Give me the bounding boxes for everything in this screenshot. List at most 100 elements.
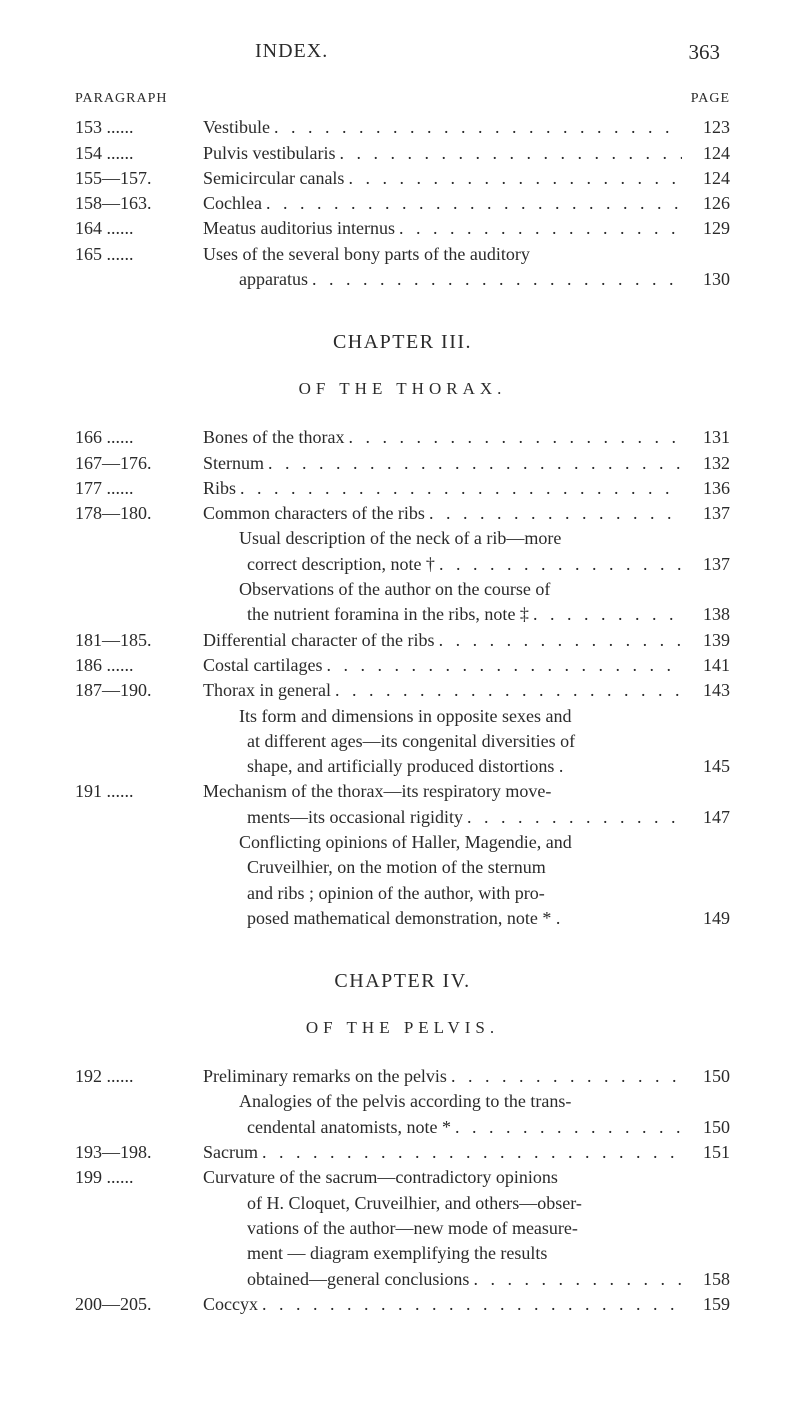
index-entry-continuation: .ments—its occasional rigidity. . . . . … bbox=[75, 805, 730, 829]
leader-dots: . . . . . . . . . . . . . . . . . . . . … bbox=[312, 267, 682, 291]
entry-text: Analogies of the pelvis according to the… bbox=[239, 1089, 571, 1113]
entry-page: 126 bbox=[686, 191, 730, 215]
paragraph-ref: 181—185. bbox=[75, 628, 203, 652]
index-entry: 193—198.Sacrum. . . . . . . . . . . . . … bbox=[75, 1140, 730, 1164]
leader-dots: . . . . . . . . . . . . . . . . . . . . … bbox=[268, 451, 682, 475]
entry-page: 151 bbox=[686, 1140, 730, 1164]
entry-text: Its form and dimensions in opposite sexe… bbox=[239, 704, 571, 728]
entry-page: 129 bbox=[686, 216, 730, 240]
index-entry: 154 ...... Pulvis vestibularis. . . . . … bbox=[75, 141, 730, 165]
index-entry-continuation: .the nutrient foramina in the ribs, note… bbox=[75, 602, 730, 626]
paragraph-ref: 177 ...... bbox=[75, 476, 203, 500]
header-page-number: 363 bbox=[689, 38, 721, 66]
paragraph-ref: 155—157. bbox=[75, 166, 203, 190]
chapter-3-subtitle: OF THE THORAX. bbox=[75, 378, 730, 401]
index-entry: 178—180.Common characters of the ribs. .… bbox=[75, 501, 730, 525]
entry-text: Costal cartilages bbox=[203, 653, 322, 677]
leader-dots: . . . . . . . . . . . . . . . . . . . . … bbox=[274, 115, 682, 139]
paragraph-ref: 192 ...... bbox=[75, 1064, 203, 1088]
chapter-3-title: CHAPTER III. bbox=[75, 329, 730, 356]
entry-page: 150 bbox=[686, 1115, 730, 1139]
entry-text: Curvature of the sacrum—contradictory op… bbox=[203, 1165, 558, 1189]
entry-text: Semicircular canals bbox=[203, 166, 344, 190]
index-entry-continuation: .cendental anatomists, note *. . . . . .… bbox=[75, 1115, 730, 1139]
entry-page: 141 bbox=[686, 653, 730, 677]
leader-dots: . . . . . . . . . . . . . . . . . . . . … bbox=[262, 1140, 682, 1164]
entry-page: 137 bbox=[686, 552, 730, 576]
leader-dots: . . . . . . . . . . . . . . . . . . . . … bbox=[429, 501, 682, 525]
index-entry: 167—176.Sternum. . . . . . . . . . . . .… bbox=[75, 451, 730, 475]
entry-text: Pulvis vestibularis bbox=[203, 141, 336, 165]
entry-page: 132 bbox=[686, 451, 730, 475]
leader-dots: . . . . . . . . . . . . . . . . . . . . … bbox=[340, 141, 682, 165]
entry-text: Meatus auditorius internus bbox=[203, 216, 395, 240]
header-title: INDEX. bbox=[255, 38, 328, 66]
entry-text: Cochlea bbox=[203, 191, 262, 215]
entry-text: Mechanism of the thorax—its respiratory … bbox=[203, 779, 551, 803]
entry-text: Observations of the author on the course… bbox=[239, 577, 550, 601]
index-entry-continuation: .vations of the author—new mode of measu… bbox=[75, 1216, 730, 1240]
index-entry-continuation: .Conflicting opinions of Haller, Magendi… bbox=[75, 830, 730, 854]
leader-dots: . . . . . . . . . . . . . . . . . . . . … bbox=[451, 1064, 682, 1088]
leader-dots: . . . . . . . . . . . . . . . . . . . . … bbox=[439, 628, 682, 652]
entry-text: Common characters of the ribs bbox=[203, 501, 425, 525]
index-entry-continuation: .Observations of the author on the cours… bbox=[75, 577, 730, 601]
index-entry-continuation: . apparatus. . . . . . . . . . . . . . .… bbox=[75, 267, 730, 291]
entry-text: at different ages—its congenital diversi… bbox=[247, 729, 575, 753]
index-entry-continuation: .of H. Cloquet, Cruveilhier, and others—… bbox=[75, 1191, 730, 1215]
entry-text: Coccyx bbox=[203, 1292, 258, 1316]
entry-text: Conflicting opinions of Haller, Magendie… bbox=[239, 830, 572, 854]
entry-page: 143 bbox=[686, 678, 730, 702]
leader-dots: . . . . . . . . . . . . . . . . . . . . … bbox=[533, 602, 682, 626]
paragraph-ref: 187—190. bbox=[75, 678, 203, 702]
entry-page: 137 bbox=[686, 501, 730, 525]
paragraph-ref: 200—205. bbox=[75, 1292, 203, 1316]
index-entry: 177 ......Ribs. . . . . . . . . . . . . … bbox=[75, 476, 730, 500]
entry-page: 149 bbox=[686, 906, 730, 930]
chapter-4-title: CHAPTER IV. bbox=[75, 968, 730, 995]
index-entry: 187—190.Thorax in general. . . . . . . .… bbox=[75, 678, 730, 702]
index-section-2: 166 ......Bones of the thorax. . . . . .… bbox=[75, 425, 730, 930]
page-header: INDEX. 363 bbox=[75, 38, 730, 66]
leader-dots: . . . . . . . . . . . . . . . . . . . . … bbox=[348, 425, 682, 449]
entry-text: apparatus bbox=[239, 267, 308, 291]
paragraph-ref: 165 ...... bbox=[75, 242, 203, 266]
entry-page: 138 bbox=[686, 602, 730, 626]
entry-page: 124 bbox=[686, 141, 730, 165]
entry-text: Sacrum bbox=[203, 1140, 258, 1164]
entry-text: Preliminary remarks on the pelvis bbox=[203, 1064, 447, 1088]
chapter-4-subtitle: OF THE PELVIS. bbox=[75, 1017, 730, 1040]
leader-dots: . . . . . . . . . . . . . . . . . . . . … bbox=[262, 1292, 682, 1316]
leader-dots: . . . . . . . . . . . . . . . . . . . . … bbox=[348, 166, 682, 190]
paragraph-ref: 164 ...... bbox=[75, 216, 203, 240]
leader-dots: . . . . . . . . . . . . . . . . . . . . … bbox=[266, 191, 682, 215]
entry-text: Cruveilhier, on the motion of the sternu… bbox=[247, 855, 546, 879]
index-entry: 191 ......Mechanism of the thorax—its re… bbox=[75, 779, 730, 803]
paragraph-ref: 191 ...... bbox=[75, 779, 203, 803]
leader-dots: . . . . . . . . . . . . . . . . . . . . … bbox=[326, 653, 682, 677]
leader-dots: . . . . . . . . . . . . . . . . . . . . … bbox=[467, 805, 682, 829]
leader-dots: . . . . . . . . . . . . . . . . . . . . … bbox=[335, 678, 682, 702]
index-entry: 158—163. Cochlea. . . . . . . . . . . . … bbox=[75, 191, 730, 215]
index-entry-continuation: .Usual description of the neck of a rib—… bbox=[75, 526, 730, 550]
index-entry-continuation: .correct description, note †. . . . . . … bbox=[75, 552, 730, 576]
column-headers: PARAGRAPH PAGE bbox=[75, 90, 730, 109]
paragraph-ref: 158—163. bbox=[75, 191, 203, 215]
leader-dots: . . . . . . . . . . . . . . . . . . . . … bbox=[240, 476, 682, 500]
index-entry: 200—205.Coccyx. . . . . . . . . . . . . … bbox=[75, 1292, 730, 1316]
entry-text: posed mathematical demonstration, note *… bbox=[247, 906, 560, 930]
entry-page: 158 bbox=[686, 1267, 730, 1291]
entry-text: correct description, note † bbox=[247, 552, 435, 576]
index-entry-continuation: .Its form and dimensions in opposite sex… bbox=[75, 704, 730, 728]
index-entry: 165 ...... Uses of the several bony part… bbox=[75, 242, 730, 266]
index-entry: 192 ......Preliminary remarks on the pel… bbox=[75, 1064, 730, 1088]
index-entry: 155—157. Semicircular canals. . . . . . … bbox=[75, 166, 730, 190]
entry-page: 147 bbox=[686, 805, 730, 829]
entry-text: cendental anatomists, note * bbox=[247, 1115, 451, 1139]
entry-text: Ribs bbox=[203, 476, 236, 500]
entry-page: 150 bbox=[686, 1064, 730, 1088]
leader-dots: . . . . . . . . . . . . . . . . . . . . … bbox=[439, 552, 682, 576]
entry-text: Usual description of the neck of a rib—m… bbox=[239, 526, 561, 550]
index-entry-continuation: .posed mathematical demonstration, note … bbox=[75, 906, 730, 930]
col-page: PAGE bbox=[691, 90, 730, 109]
